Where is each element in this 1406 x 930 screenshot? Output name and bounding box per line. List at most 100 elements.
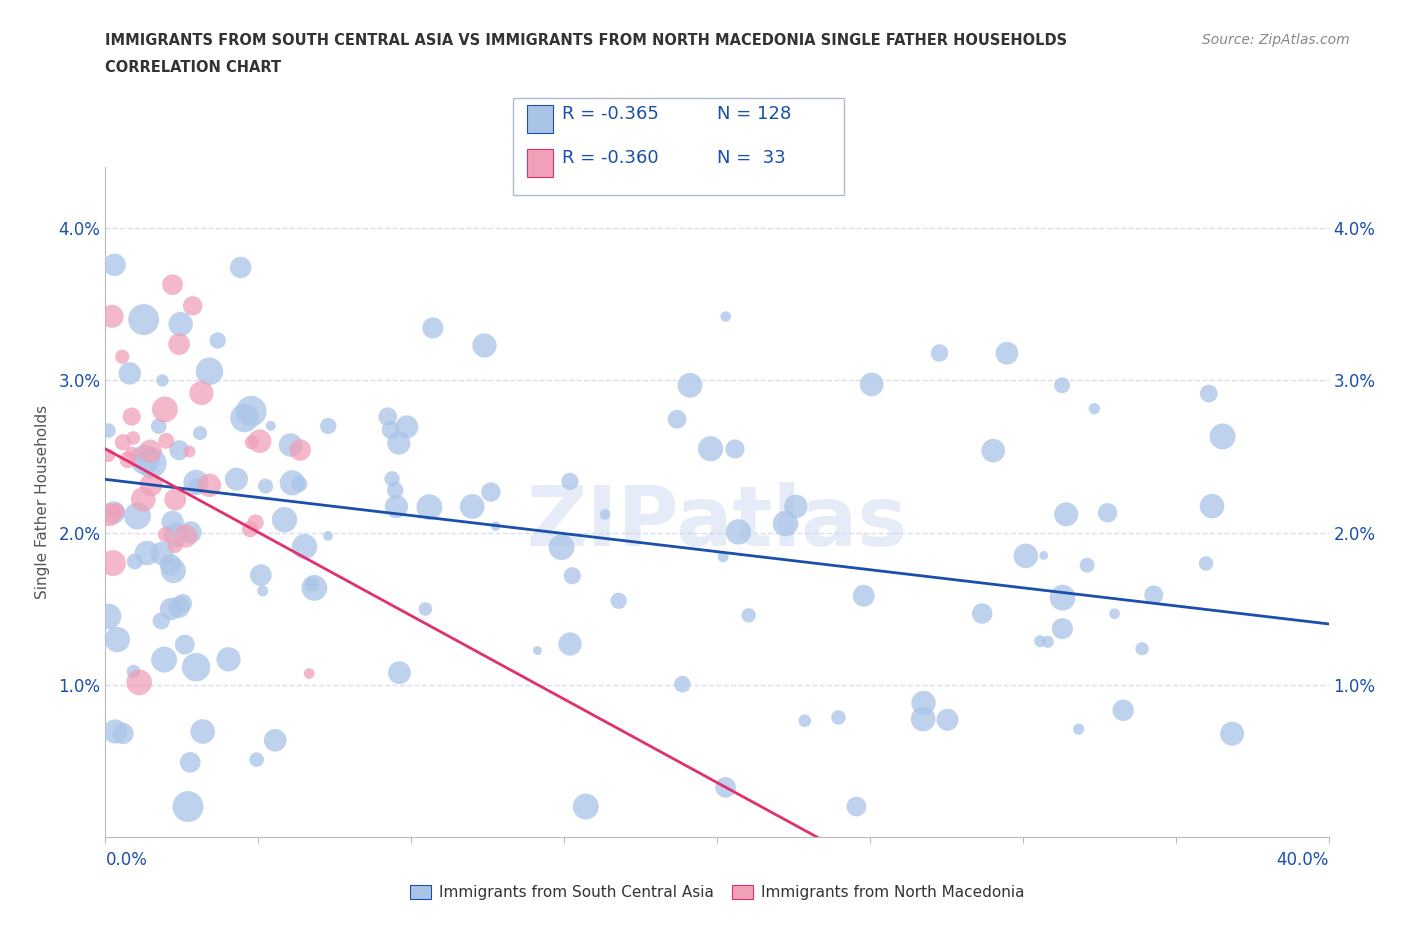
Point	[150, 614, 173, 629]
Point	[912, 711, 935, 726]
Point	[845, 799, 868, 814]
Point	[388, 435, 411, 450]
Point	[1097, 505, 1119, 520]
Point	[141, 456, 163, 471]
Point	[97, 448, 120, 463]
Point	[104, 258, 127, 272]
Point	[461, 499, 484, 514]
Point	[97, 609, 120, 624]
Point	[395, 419, 418, 434]
Point	[928, 346, 950, 361]
Point	[127, 509, 149, 524]
Point	[775, 516, 797, 531]
Text: 40.0%: 40.0%	[1277, 851, 1329, 869]
Point	[160, 602, 183, 617]
Point	[714, 309, 737, 324]
Point	[385, 499, 408, 514]
Point	[1130, 642, 1153, 657]
Text: N =  33: N = 33	[717, 149, 786, 166]
Point	[240, 404, 263, 418]
Point	[155, 433, 177, 448]
Point	[132, 312, 155, 327]
Point	[294, 539, 316, 554]
Point	[124, 554, 146, 569]
Point	[1083, 402, 1105, 417]
Point	[103, 505, 125, 520]
Point	[117, 452, 139, 467]
Point	[174, 528, 197, 543]
Text: Source: ZipAtlas.com: Source: ZipAtlas.com	[1202, 33, 1350, 46]
Point	[316, 528, 339, 543]
Point	[737, 608, 759, 623]
Point	[101, 555, 124, 570]
Point	[111, 435, 134, 450]
Point	[225, 472, 247, 486]
Point	[239, 522, 262, 537]
Point	[173, 637, 195, 652]
Point	[218, 652, 240, 667]
Point	[207, 333, 229, 348]
Point	[246, 752, 269, 767]
Point	[1195, 556, 1218, 571]
Point	[233, 410, 256, 425]
Point	[714, 780, 737, 795]
Point	[122, 664, 145, 679]
Point	[575, 799, 598, 814]
Point	[1212, 429, 1234, 444]
Point	[177, 799, 200, 814]
Point	[264, 733, 287, 748]
Point	[981, 444, 1004, 458]
Point	[179, 525, 201, 539]
Point	[1076, 558, 1098, 573]
Point	[139, 444, 162, 458]
Point	[860, 377, 883, 392]
Point	[380, 422, 402, 437]
Text: R = -0.365: R = -0.365	[562, 105, 659, 123]
Point	[273, 512, 295, 527]
Point	[1054, 507, 1077, 522]
Point	[852, 589, 875, 604]
Point	[550, 539, 572, 554]
Point	[479, 485, 502, 499]
Point	[198, 478, 221, 493]
Point	[240, 435, 263, 450]
Point	[1050, 378, 1073, 392]
Point	[260, 418, 283, 433]
Point	[162, 564, 184, 578]
Point	[1104, 606, 1126, 621]
Point	[105, 504, 128, 519]
Point	[280, 438, 302, 453]
Point	[121, 446, 143, 461]
Point	[101, 309, 124, 324]
Point	[679, 378, 702, 392]
Point	[167, 443, 190, 458]
Point	[198, 364, 221, 379]
Point	[98, 508, 121, 523]
Point	[252, 583, 274, 598]
Point	[153, 402, 176, 417]
Text: 0.0%: 0.0%	[105, 851, 148, 869]
Point	[1052, 591, 1074, 605]
Point	[1067, 722, 1090, 737]
Point	[288, 476, 311, 491]
Point	[1220, 726, 1243, 741]
Point	[134, 452, 156, 467]
Point	[304, 580, 326, 595]
Point	[167, 337, 190, 352]
Text: IMMIGRANTS FROM SOUTH CENTRAL ASIA VS IMMIGRANTS FROM NORTH MACEDONIA SINGLE FAT: IMMIGRANTS FROM SOUTH CENTRAL ASIA VS IM…	[105, 33, 1067, 47]
Point	[139, 477, 162, 492]
Point	[418, 499, 440, 514]
Point	[316, 418, 339, 433]
Point	[827, 710, 849, 724]
Point	[1032, 548, 1054, 563]
Text: CORRELATION CHART: CORRELATION CHART	[105, 60, 281, 75]
Point	[111, 350, 134, 365]
Point	[184, 475, 207, 490]
Legend: Immigrants from South Central Asia, Immigrants from North Macedonia: Immigrants from South Central Asia, Immi…	[404, 879, 1031, 907]
Point	[724, 442, 747, 457]
Point	[188, 426, 211, 441]
Point	[229, 260, 252, 275]
Point	[793, 713, 815, 728]
Point	[666, 412, 689, 427]
Point	[118, 366, 141, 381]
